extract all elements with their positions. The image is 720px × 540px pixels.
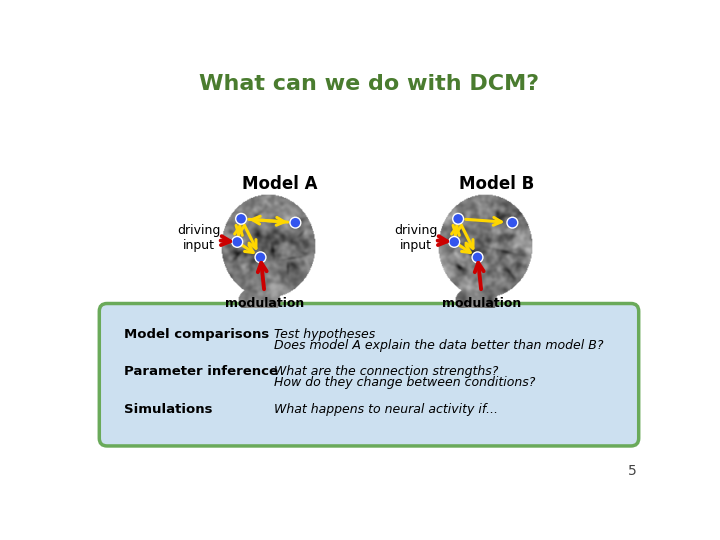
Text: modulation: modulation <box>225 297 304 310</box>
Circle shape <box>235 213 246 224</box>
Circle shape <box>453 213 464 224</box>
Circle shape <box>232 237 243 247</box>
Text: Model comparisons: Model comparisons <box>124 328 269 341</box>
Circle shape <box>472 252 483 262</box>
Text: Parameter inference: Parameter inference <box>124 364 278 378</box>
Text: Does model A explain the data better than model B?: Does model A explain the data better tha… <box>274 339 603 353</box>
Circle shape <box>449 237 459 247</box>
Text: Simulations: Simulations <box>124 403 212 416</box>
Circle shape <box>255 252 266 262</box>
Text: How do they change between conditions?: How do they change between conditions? <box>274 376 535 389</box>
Text: Model B: Model B <box>459 175 534 193</box>
Text: Test hypotheses: Test hypotheses <box>274 328 375 341</box>
Text: modulation: modulation <box>442 297 521 310</box>
Text: What can we do with DCM?: What can we do with DCM? <box>199 74 539 94</box>
Text: 5: 5 <box>629 464 637 478</box>
Text: driving
input: driving input <box>177 224 220 252</box>
Text: What are the connection strengths?: What are the connection strengths? <box>274 364 498 378</box>
Circle shape <box>507 217 518 228</box>
Text: What happens to neural activity if...: What happens to neural activity if... <box>274 403 498 416</box>
FancyBboxPatch shape <box>99 303 639 446</box>
Text: Model A: Model A <box>242 175 318 193</box>
Circle shape <box>290 217 301 228</box>
Text: driving
input: driving input <box>394 224 437 252</box>
